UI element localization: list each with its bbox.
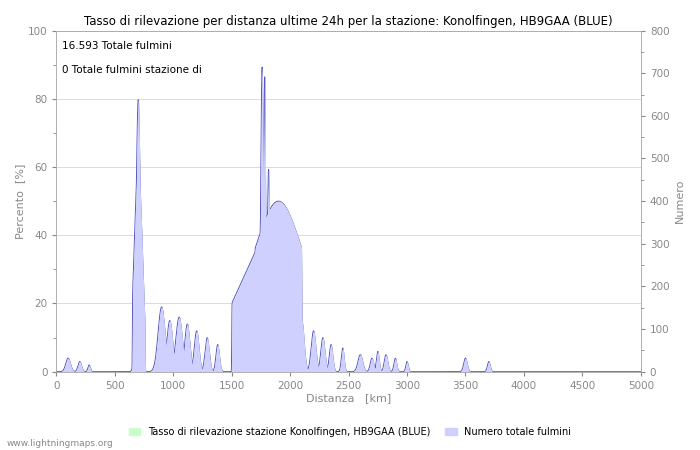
Y-axis label: Numero: Numero (675, 179, 685, 223)
Text: 0 Totale fulmini stazione di: 0 Totale fulmini stazione di (62, 65, 202, 75)
Title: Tasso di rilevazione per distanza ultime 24h per la stazione: Konolfingen, HB9GA: Tasso di rilevazione per distanza ultime… (84, 15, 613, 28)
Y-axis label: Percento  [%]: Percento [%] (15, 163, 25, 239)
Text: www.lightningmaps.org: www.lightningmaps.org (7, 439, 113, 448)
X-axis label: Distanza   [km]: Distanza [km] (306, 393, 391, 404)
Legend: Tasso di rilevazione stazione Konolfingen, HB9GAA (BLUE), Numero totale fulmini: Tasso di rilevazione stazione Konolfinge… (125, 423, 575, 441)
Text: 16.593 Totale fulmini: 16.593 Totale fulmini (62, 41, 172, 51)
